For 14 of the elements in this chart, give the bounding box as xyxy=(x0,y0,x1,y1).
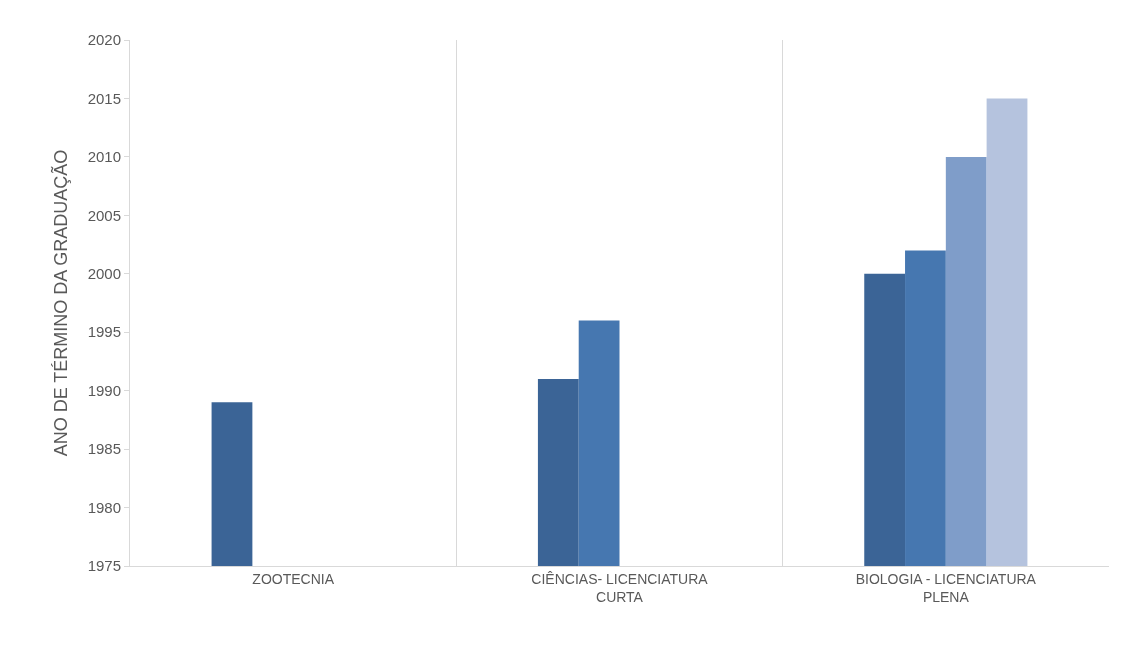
x-tick-label: ZOOTECNIA xyxy=(252,570,335,587)
y-tick-label: 1985 xyxy=(87,440,121,458)
x-tick-label: CIÊNCIAS- LICENCIATURA CURTA xyxy=(531,570,709,605)
y-tick-label: 2020 xyxy=(87,31,121,49)
y-axis-title: ANO DE TÉRMINO DA GRADUAÇÃO xyxy=(49,149,71,457)
y-tick-label: 2010 xyxy=(87,148,121,166)
y-tick-label: 2015 xyxy=(87,89,121,107)
y-tick-label: 1990 xyxy=(87,381,121,399)
x-tick-label: BIOLOGIA - LICENCIATURA PLENA xyxy=(855,570,1037,605)
y-tick-label: 1980 xyxy=(87,498,121,516)
y-tick-label: 1975 xyxy=(87,557,121,575)
y-tick-label: 2000 xyxy=(87,265,121,283)
y-tick-label: 2005 xyxy=(87,206,121,224)
y-tick-label: 1995 xyxy=(87,323,121,341)
